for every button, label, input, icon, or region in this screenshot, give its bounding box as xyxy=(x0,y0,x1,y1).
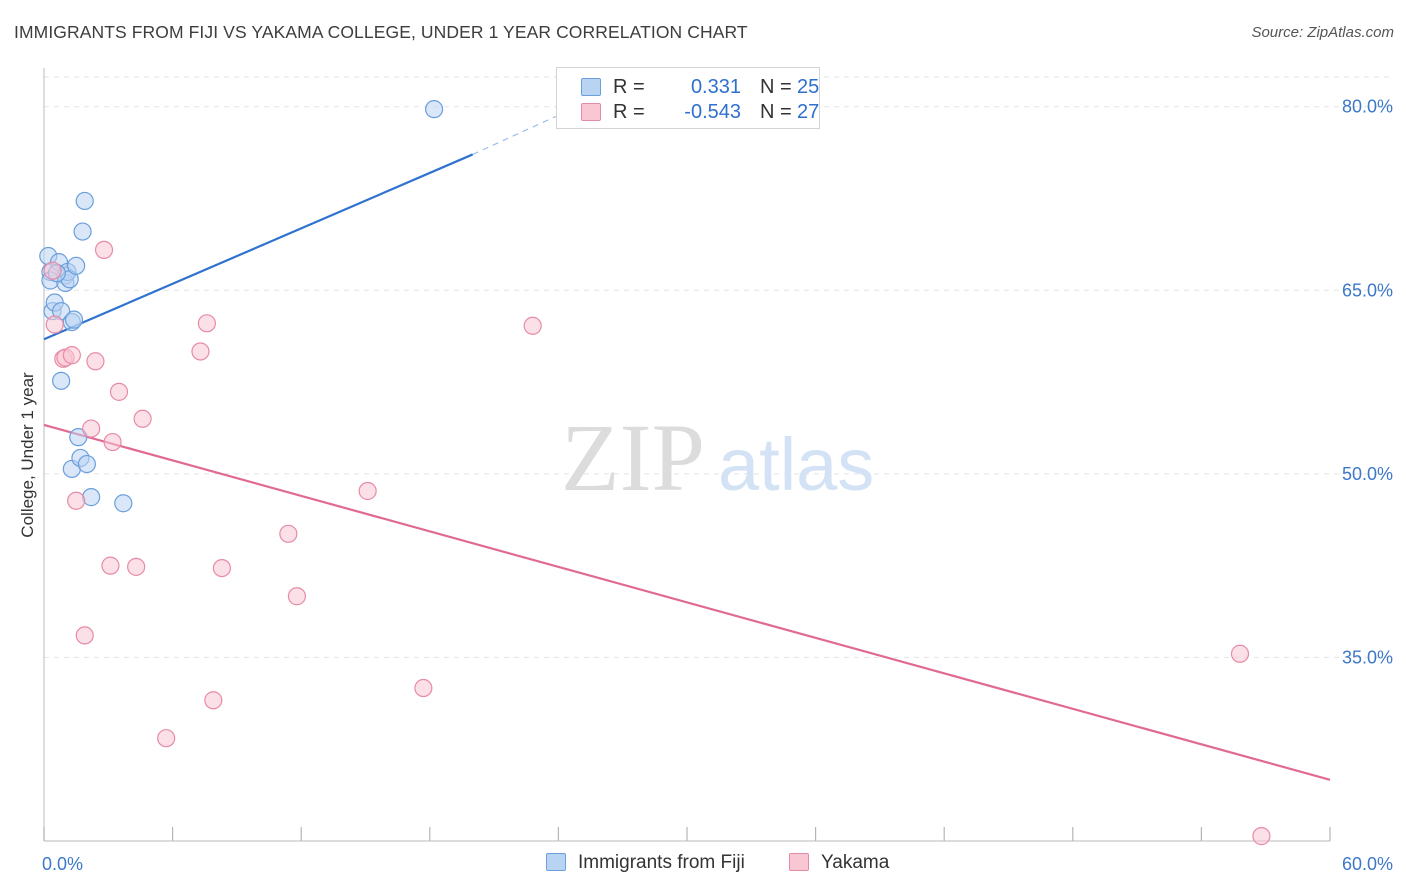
legend-n-label: N = xyxy=(760,101,792,123)
yakama-point xyxy=(133,409,152,428)
y-tick-label: 35.0% xyxy=(1342,647,1393,667)
fiji-point xyxy=(77,454,96,474)
y-tick-label: 80.0% xyxy=(1342,97,1393,117)
legend-r-label: R = xyxy=(613,76,645,98)
yakama-point xyxy=(94,240,114,259)
grid-lines xyxy=(44,76,1392,658)
fiji-point xyxy=(64,310,84,329)
legend-r-label: R = xyxy=(613,101,645,123)
legend-r-value: -0.543 xyxy=(684,101,741,123)
yakama-point xyxy=(75,626,94,645)
tick-labels: 35.0% 50.0% 65.0% 80.0% 0.0% 60.0% xyxy=(42,97,1393,874)
watermark-zip: ZIP xyxy=(561,404,705,511)
legend-n-label: N = xyxy=(760,76,792,98)
yakama-point xyxy=(62,346,81,365)
trend-line-yakama xyxy=(43,423,1331,781)
yakama-point xyxy=(67,491,86,510)
yakama-point xyxy=(109,382,129,401)
yakama-point xyxy=(287,587,307,606)
bottom-legend-label-fiji: Immigrants from Fiji xyxy=(578,852,745,873)
yakama-point xyxy=(43,261,62,280)
trend-line-fiji xyxy=(43,153,474,341)
yakama-point xyxy=(82,419,101,438)
source-label: Source: ZipAtlas.com xyxy=(1251,24,1394,41)
yakama-point xyxy=(127,557,146,576)
yakama-point xyxy=(86,352,105,371)
yakama-point xyxy=(523,316,542,335)
fiji-point xyxy=(67,256,86,275)
y-axis-label: College, Under 1 year xyxy=(18,372,37,538)
axes xyxy=(43,68,1331,842)
watermark-atlas: atlas xyxy=(718,423,874,506)
yakama-point xyxy=(45,315,64,334)
y-tick-label: 50.0% xyxy=(1342,464,1393,484)
bottom-legend-label-yakama: Yakama xyxy=(821,852,890,873)
yakama-point xyxy=(1252,827,1271,846)
data-points xyxy=(39,100,1271,846)
bottom-legend-swatch-yakama xyxy=(789,853,809,871)
legend-swatch-fiji xyxy=(581,78,601,96)
y-tick-label: 65.0% xyxy=(1342,280,1393,300)
x-tick-label: 60.0% xyxy=(1342,854,1393,874)
yakama-point xyxy=(212,558,231,578)
trend-line-fiji-extension xyxy=(472,114,559,155)
legend-n-value: 25 xyxy=(797,76,820,98)
yakama-point xyxy=(101,556,120,575)
fiji-point xyxy=(424,100,444,119)
yakama-point xyxy=(103,432,122,452)
fiji-point xyxy=(114,494,133,513)
fiji-point xyxy=(82,488,101,507)
trend-lines xyxy=(43,114,1331,781)
legend-n-value: 27 xyxy=(797,101,820,123)
watermark: ZIP atlas xyxy=(561,404,874,511)
bottom-legend-swatch-fiji xyxy=(546,853,566,871)
correlation-legend: R = 0.331 N = 25 R = -0.543 N = 27 xyxy=(556,67,820,129)
chart-title: IMMIGRANTS FROM FIJI VS YAKAMA COLLEGE, … xyxy=(14,22,748,42)
yakama-point xyxy=(414,678,433,698)
legend-r-value: 0.331 xyxy=(690,76,741,98)
fiji-point xyxy=(69,428,88,447)
yakama-point xyxy=(191,342,210,361)
yakama-point xyxy=(358,481,377,501)
yakama-point xyxy=(204,691,223,710)
yakama-point xyxy=(279,524,298,543)
yakama-point xyxy=(1230,644,1250,663)
fiji-point xyxy=(75,191,94,211)
legend-swatch-yakama xyxy=(581,103,601,121)
yakama-point xyxy=(157,729,176,748)
yakama-point xyxy=(197,314,216,333)
x-tick-label: 0.0% xyxy=(42,854,83,874)
fiji-point xyxy=(73,222,92,241)
fiji-point xyxy=(52,371,71,390)
